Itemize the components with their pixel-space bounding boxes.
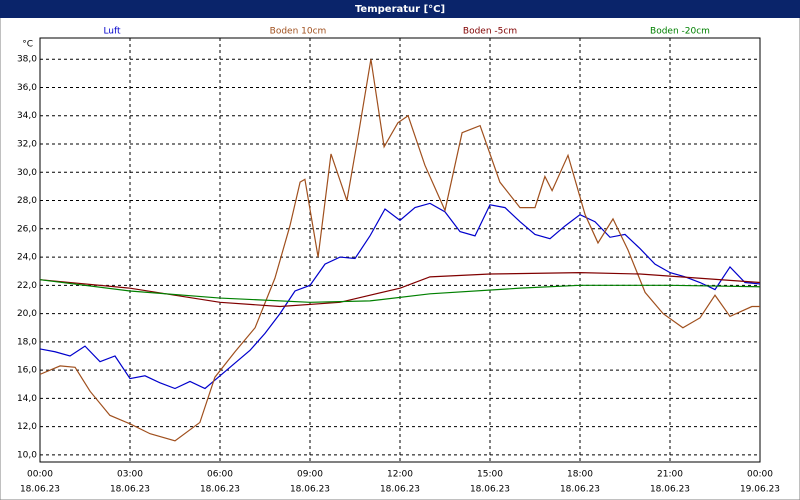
x-tick-date: 19.06.23: [740, 485, 780, 495]
y-unit: °C: [22, 40, 33, 50]
series-line: [39, 279, 761, 303]
plot-frame: [39, 37, 761, 463]
x-tick-label: 00:00: [747, 470, 773, 480]
legend-entry: Boden -5cm: [463, 27, 517, 37]
y-tick-label: 26,0: [17, 224, 37, 234]
legend-entry: Boden -20cm: [650, 27, 710, 37]
x-tick-date: 18.06.23: [560, 485, 600, 495]
y-tick-label: 18,0: [17, 337, 37, 347]
x-tick-date: 18.06.23: [20, 485, 60, 495]
y-tick-label: 16,0: [17, 366, 37, 376]
y-tick-label: 28,0: [17, 196, 37, 206]
x-tick-date: 18.06.23: [200, 485, 240, 495]
series-line: [39, 272, 761, 308]
y-tick-label: 36,0: [17, 83, 37, 93]
x-tick-label: 03:00: [117, 470, 143, 480]
title-bar: [0, 0, 800, 18]
x-tick-label: 00:00: [27, 470, 53, 480]
x-tick-label: 12:00: [387, 470, 413, 480]
y-tick-label: 32,0: [17, 140, 37, 150]
x-tick-label: 18:00: [567, 470, 593, 480]
y-tick-label: 24,0: [17, 253, 37, 263]
x-tick-label: 06:00: [207, 470, 233, 480]
x-tick-date: 18.06.23: [470, 485, 510, 495]
x-tick-label: 21:00: [657, 470, 683, 480]
y-tick-label: 12,0: [17, 422, 37, 432]
y-tick-label: 14,0: [17, 394, 37, 404]
y-tick-label: 38,0: [17, 55, 37, 65]
x-tick-label: 09:00: [297, 470, 323, 480]
x-tick-date: 18.06.23: [110, 485, 150, 495]
legend-entry: Luft: [103, 27, 121, 37]
y-tick-label: 20,0: [17, 309, 37, 319]
y-tick-label: 34,0: [17, 111, 37, 121]
legend-entry: Boden 10cm: [270, 27, 327, 37]
chart-title: Temperatur [°C]: [355, 4, 445, 15]
y-tick-label: 10,0: [17, 450, 37, 460]
y-tick-label: 30,0: [17, 168, 37, 178]
series-line: [39, 59, 760, 442]
x-tick-date: 18.06.23: [380, 485, 420, 495]
x-tick-label: 15:00: [477, 470, 503, 480]
x-tick-date: 18.06.23: [290, 485, 330, 495]
series-line: [39, 202, 761, 390]
x-tick-date: 18.06.23: [650, 485, 690, 495]
y-tick-label: 22,0: [17, 281, 37, 291]
